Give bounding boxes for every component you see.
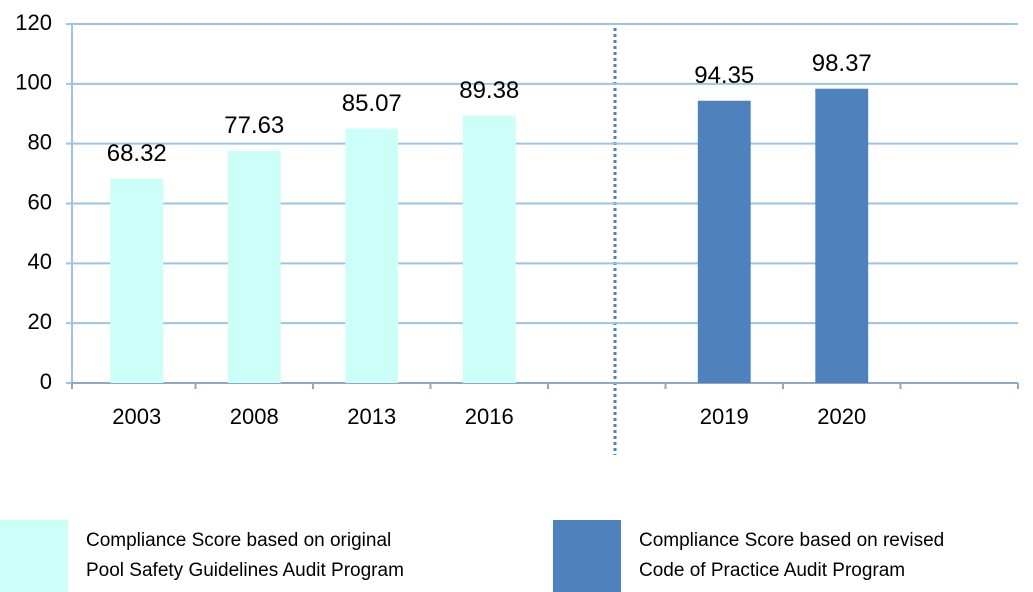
bar xyxy=(345,128,399,383)
legend-label: Compliance Score based on revised Code o… xyxy=(639,530,945,581)
value-label: 98.37 xyxy=(812,50,872,77)
legend-swatch xyxy=(0,520,68,592)
bar xyxy=(462,115,516,384)
y-tick-label: 100 xyxy=(15,70,52,95)
x-tick-label: 2019 xyxy=(700,404,749,429)
y-tick-label: 120 xyxy=(15,10,52,35)
y-tick-label: 60 xyxy=(28,189,52,214)
bar xyxy=(110,178,164,383)
x-tick-label: 2003 xyxy=(112,404,161,429)
y-tick-label: 20 xyxy=(28,309,52,334)
legend-item: Compliance Score based on original Pool … xyxy=(0,520,404,592)
bar xyxy=(815,88,869,383)
bar xyxy=(697,100,751,383)
value-label: 68.32 xyxy=(107,140,167,167)
y-tick-label: 80 xyxy=(28,129,52,154)
x-tick-label: 2008 xyxy=(230,404,279,429)
bar xyxy=(227,150,281,383)
x-tick-label: 2016 xyxy=(465,404,514,429)
value-label: 94.35 xyxy=(694,62,754,89)
y-tick-label: 0 xyxy=(40,369,52,394)
legend-item: Compliance Score based on revised Code o… xyxy=(553,520,944,592)
value-label: 89.38 xyxy=(459,77,519,104)
value-label: 85.07 xyxy=(342,90,402,117)
chart: 0 20 40 60 80 100 120 2003 2008 2013 2016 2019 2020 6… xyxy=(15,10,1019,455)
y-tick-label: 40 xyxy=(28,249,52,274)
x-tick-label: 2020 xyxy=(817,404,866,429)
legend-swatch xyxy=(553,520,621,592)
x-tick-label: 2013 xyxy=(347,404,396,429)
value-label: 77.63 xyxy=(224,112,284,139)
legend-label: Compliance Score based on original Pool … xyxy=(86,530,404,581)
